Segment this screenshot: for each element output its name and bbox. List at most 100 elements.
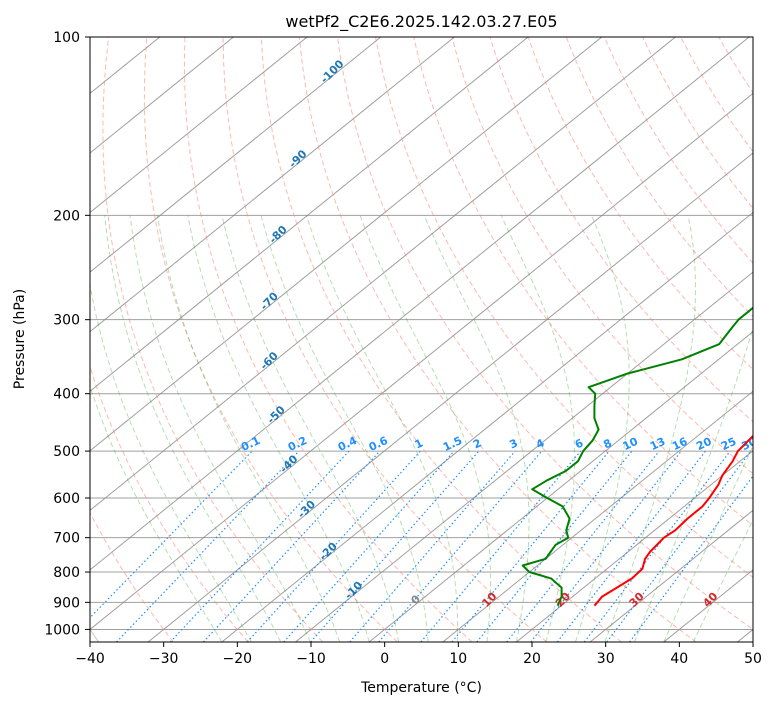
mixing-ratio-line xyxy=(420,450,582,642)
x-tick-label: −10 xyxy=(296,651,326,667)
isotherm-line xyxy=(90,37,676,511)
mixing-ratio-line xyxy=(583,450,731,642)
moist-adiabat-line xyxy=(104,215,282,642)
y-tick-label: 900 xyxy=(53,595,80,611)
moist-adiabat-line xyxy=(90,384,223,642)
y-tick-label: 400 xyxy=(53,387,80,403)
mixing-ratio-line xyxy=(116,450,300,642)
isotherm-line xyxy=(90,37,750,571)
mixing-ratio-label: 30 xyxy=(740,435,760,453)
mixing-ratio-label: 8 xyxy=(601,436,613,451)
dry-adiabat-line xyxy=(143,37,398,642)
isotherm-line xyxy=(0,37,12,642)
moist-adiabat-line xyxy=(221,215,400,642)
moist-adiabat-line xyxy=(129,215,311,642)
mixing-ratio-line xyxy=(606,450,752,642)
dry-adiabat-line xyxy=(375,37,753,578)
isotherm-line xyxy=(368,331,753,642)
mixing-ratio-line xyxy=(349,450,516,642)
moist-adiabat-line xyxy=(90,282,252,642)
profile-series xyxy=(521,306,753,607)
mixing-ratio-line xyxy=(202,450,381,642)
x-tick-label: −40 xyxy=(75,651,105,667)
dry-adiabat-label: -30 xyxy=(295,498,318,521)
isotherm-line xyxy=(442,390,753,642)
dry-adiabat-label: 20 xyxy=(553,590,573,610)
y-tick-label: 800 xyxy=(53,565,80,581)
x-axis-label: Temperature (°C) xyxy=(360,680,482,696)
chart-title: wetPf2_C2E6.2025.142.03.27.E05 xyxy=(285,12,557,32)
y-tick-label: 100 xyxy=(53,30,80,46)
moist-adiabat-line xyxy=(692,518,753,642)
dry-adiabat-label: -60 xyxy=(258,349,281,372)
mixing-ratio-line xyxy=(629,474,753,642)
dry-adiabat-line xyxy=(222,37,548,642)
mixing-ratio-label: 20 xyxy=(694,435,714,453)
dry-adiabat-label: -40 xyxy=(277,452,300,475)
mixing-ratio-label: 2 xyxy=(471,436,483,451)
y-tick-label: 700 xyxy=(53,531,80,547)
dry-adiabat-line xyxy=(757,37,775,642)
mixing-ratio-line xyxy=(310,450,480,642)
y-tick-label: 300 xyxy=(53,313,80,329)
mixing-ratio-label: 36 xyxy=(760,435,775,453)
x-tick-label: 0 xyxy=(380,651,389,667)
dry-adiabat-line xyxy=(680,37,753,153)
dry-adiabat-line xyxy=(183,37,473,642)
y-tick-label: 200 xyxy=(53,208,80,224)
profile-line xyxy=(521,306,753,607)
x-tick-label: 40 xyxy=(670,651,688,667)
y-axis-label: Pressure (hPa) xyxy=(12,289,28,389)
isotherm-line xyxy=(90,37,308,214)
moist-adiabat-line xyxy=(663,444,753,642)
mixing-ratio-label: 4 xyxy=(534,436,547,451)
y-axis: 1000 900 800 700 600 500 400 300 200 100 xyxy=(44,30,90,638)
isotherm-line xyxy=(90,37,382,273)
dry-adiabat-label: 10 xyxy=(479,590,499,610)
isotherm-line xyxy=(295,271,753,642)
mixing-ratio-line xyxy=(506,450,660,642)
mixing-ratio-line xyxy=(476,450,633,642)
background-lines xyxy=(0,37,775,642)
dry-adiabat-label: -80 xyxy=(267,223,290,246)
mixing-ratio-label: 1 xyxy=(413,436,425,451)
x-tick-label: −20 xyxy=(223,651,253,667)
x-tick-label: 50 xyxy=(744,651,762,667)
dry-adiabat-label: -90 xyxy=(286,147,309,170)
isotherm-line xyxy=(589,509,753,642)
moist-adiabat-line xyxy=(305,215,459,642)
dry-adiabat-line xyxy=(260,37,622,642)
x-axis: −40 −30 −20 −10 0 10 20 30 40 50 xyxy=(75,642,762,667)
dry-adiabat-line xyxy=(718,37,753,94)
dry-adiabat-line xyxy=(90,364,249,642)
dry-adiabat-line xyxy=(413,37,753,527)
mixing-ratio-line xyxy=(556,450,707,642)
mixing-ratio-label: 3 xyxy=(507,436,519,451)
dry-adiabat-label: -70 xyxy=(258,289,281,312)
y-tick-label: 1000 xyxy=(44,622,80,638)
isotherm-line xyxy=(90,37,234,154)
dry-adiabat-line xyxy=(489,37,753,423)
dry-adiabat-label: -50 xyxy=(265,403,288,426)
isotherm-line xyxy=(90,37,603,452)
isotherm-line xyxy=(90,92,753,631)
dry-adiabat-line xyxy=(336,37,753,631)
dry-adiabat-line xyxy=(565,37,753,318)
y-tick-label: 600 xyxy=(53,491,80,507)
isotherm-line xyxy=(90,37,529,392)
dry-adiabat-line xyxy=(90,511,174,642)
moist-adiabat-line xyxy=(187,215,370,642)
dry-adiabat-line xyxy=(451,37,753,475)
isotherm-line xyxy=(90,37,455,333)
moist-adiabat-line xyxy=(604,215,696,642)
mixing-ratio-label: 13 xyxy=(648,435,667,453)
isotherm-line xyxy=(147,152,753,642)
mixing-ratio-label: 16 xyxy=(670,435,690,453)
moist-adiabat-line xyxy=(359,215,491,642)
mixing-ratio-line xyxy=(90,450,253,619)
moist-adiabat-line xyxy=(423,215,530,642)
moist-adiabat-line xyxy=(156,215,341,642)
dry-adiabat-line xyxy=(102,37,324,642)
moist-adiabat-line xyxy=(260,215,429,642)
